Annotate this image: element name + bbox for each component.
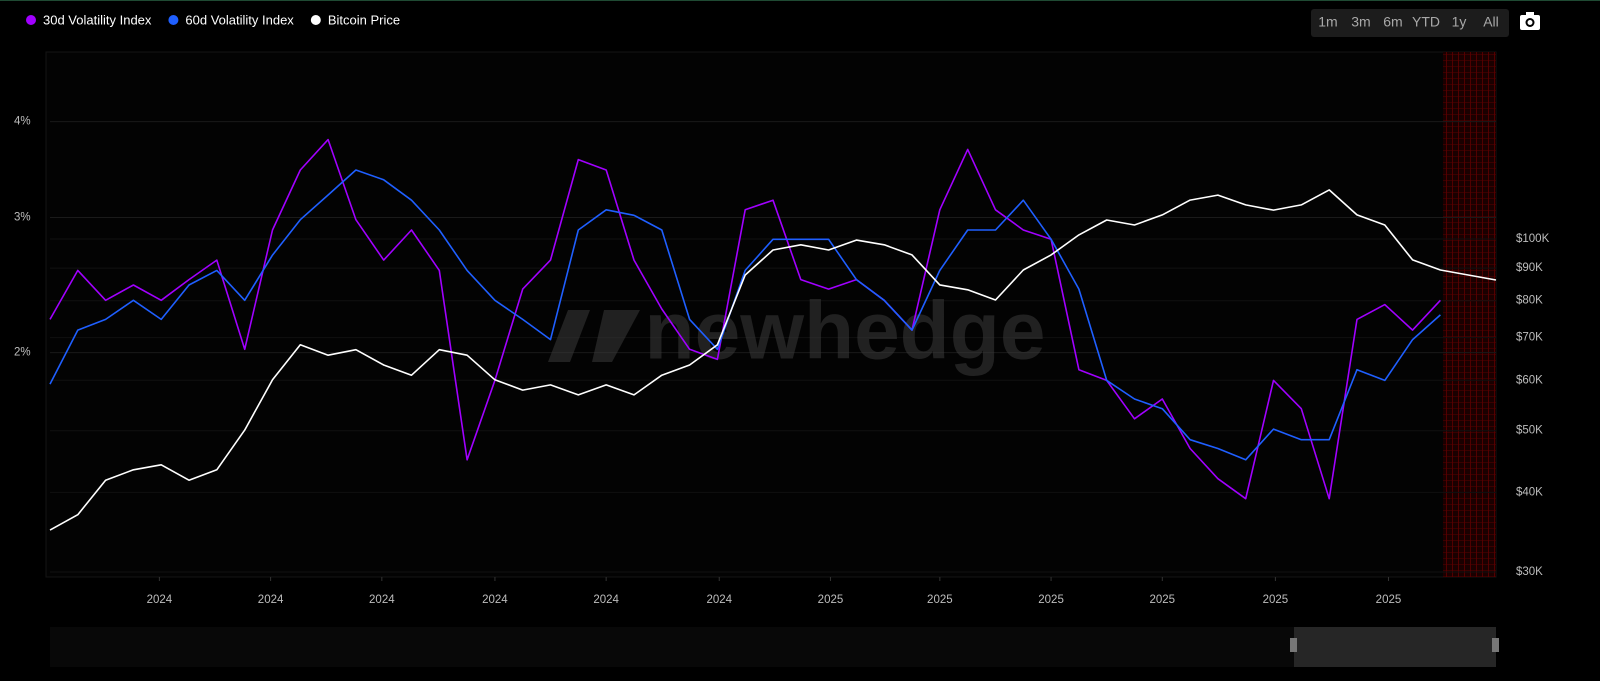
y2-tick-label: $90K xyxy=(1516,262,1543,274)
x-tick-label: 2025 xyxy=(927,594,953,606)
legend-marker xyxy=(310,15,321,25)
x-tick-label: 2025 xyxy=(1263,594,1289,606)
legend-marker xyxy=(168,15,179,25)
range-button[interactable]: YTD xyxy=(1412,14,1440,30)
range-button[interactable]: 3m xyxy=(1351,14,1370,30)
series-lines xyxy=(49,138,1497,531)
navigator-handle[interactable] xyxy=(1290,638,1297,652)
watermark: newhedge xyxy=(645,286,1046,377)
x-tick-label: 2025 xyxy=(1038,594,1064,606)
range-button[interactable]: All xyxy=(1483,14,1499,30)
plot-area xyxy=(45,51,1497,578)
x-tick-label: 2024 xyxy=(482,594,508,606)
x-tick-label: 2024 xyxy=(706,594,732,606)
camera-lens-inner[interactable] xyxy=(1527,20,1533,25)
y-tick-label: 3% xyxy=(14,212,31,224)
y-tick-label: 4% xyxy=(14,116,31,128)
legend: 30d Volatility Index 60d Volatility Index… xyxy=(26,12,400,27)
legend-label: Bitcoin Price xyxy=(328,12,400,27)
watermark-group: newhedge xyxy=(548,286,1045,377)
forecast-zone xyxy=(1443,52,1496,577)
grid xyxy=(50,121,1496,573)
legend-marker xyxy=(26,15,36,25)
y2-tick-label: $60K xyxy=(1516,374,1543,386)
x-tick-label: 2025 xyxy=(1150,594,1176,606)
y2-tick-label: $50K xyxy=(1516,425,1543,437)
camera-icon[interactable] xyxy=(1520,12,1540,30)
toolbar: 1m 3m 6m YTD 1y All xyxy=(1311,9,1509,37)
legend-label: 30d Volatility Index xyxy=(43,12,152,27)
logo-part xyxy=(592,310,640,362)
x-tick-label: 2025 xyxy=(1376,594,1402,606)
y2-tick-label: $40K xyxy=(1516,486,1543,498)
range-button[interactable]: 6m xyxy=(1383,14,1402,30)
navigator[interactable] xyxy=(50,627,1499,667)
x-tick-label: 2024 xyxy=(258,594,284,606)
x-tick-label: 2024 xyxy=(369,594,395,606)
series-line xyxy=(49,169,1441,461)
series-line xyxy=(49,138,1441,500)
x-tick-label: 2024 xyxy=(593,594,619,606)
toolbar-bg xyxy=(1311,9,1509,37)
y2-tick-label: $100K xyxy=(1516,233,1550,245)
legend-label: 60d Volatility Index xyxy=(185,12,294,27)
y2-tick-label: $70K xyxy=(1516,332,1543,344)
camera-top[interactable] xyxy=(1526,12,1534,16)
logo-part xyxy=(548,310,590,362)
navigator-window[interactable] xyxy=(1294,627,1496,667)
navigator-bg xyxy=(50,627,1496,667)
navigator-handle[interactable] xyxy=(1492,638,1499,652)
series-line xyxy=(49,189,1497,531)
y2-tick-label: $80K xyxy=(1516,295,1543,307)
y-tick-label: 2% xyxy=(14,347,31,359)
range-button[interactable]: 1y xyxy=(1452,14,1467,30)
y2-tick-label: $30K xyxy=(1516,566,1543,578)
x-tick-label: 2024 xyxy=(147,594,173,606)
x-tick-label: 2025 xyxy=(818,594,844,606)
range-button[interactable]: 1m xyxy=(1318,14,1337,30)
